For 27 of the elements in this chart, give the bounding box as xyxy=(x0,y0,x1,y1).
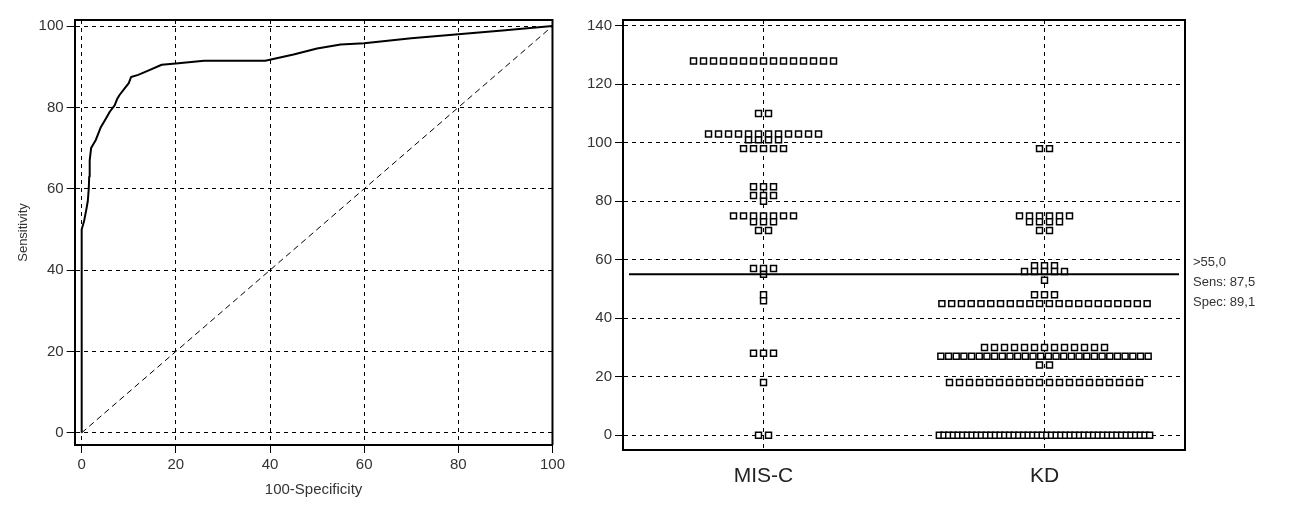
y-tick-label: 100 xyxy=(587,132,613,150)
y-tick-label: 20 xyxy=(595,366,613,384)
x-tick-label: 20 xyxy=(167,455,185,473)
x-tick-label: KD xyxy=(1029,463,1060,487)
y-tick-label: 60 xyxy=(595,249,613,267)
x-tick-label: MIS-C xyxy=(733,463,794,487)
y-tick-label: 80 xyxy=(595,191,613,209)
y-tick-label: 0 xyxy=(55,422,64,440)
y-tick-label: 60 xyxy=(46,178,64,196)
y-axis-title: Sensitivity xyxy=(15,202,31,262)
y-tick-label: 120 xyxy=(587,74,613,92)
y-tick-label: 140 xyxy=(587,15,613,33)
y-tick-label: 40 xyxy=(595,308,613,326)
x-tick-label: 0 xyxy=(77,455,86,473)
ref-line-label: >55,0 xyxy=(1193,253,1226,269)
y-tick-label: 80 xyxy=(46,97,64,115)
y-tick-label: 20 xyxy=(46,341,64,359)
y-tick-label: 40 xyxy=(46,260,64,278)
y-tick-label: 0 xyxy=(603,425,613,443)
text: Spec: 89,1 xyxy=(1193,293,1256,309)
x-tick-label: 80 xyxy=(449,455,467,473)
x-tick-label: 100 xyxy=(539,455,565,473)
y-tick-label: 100 xyxy=(38,16,64,34)
x-tick-label: 40 xyxy=(261,455,279,473)
x-axis-title: 100-Specificity xyxy=(264,480,363,498)
text: Sens: 87,5 xyxy=(1193,273,1256,289)
x-tick-label: 60 xyxy=(355,455,373,473)
